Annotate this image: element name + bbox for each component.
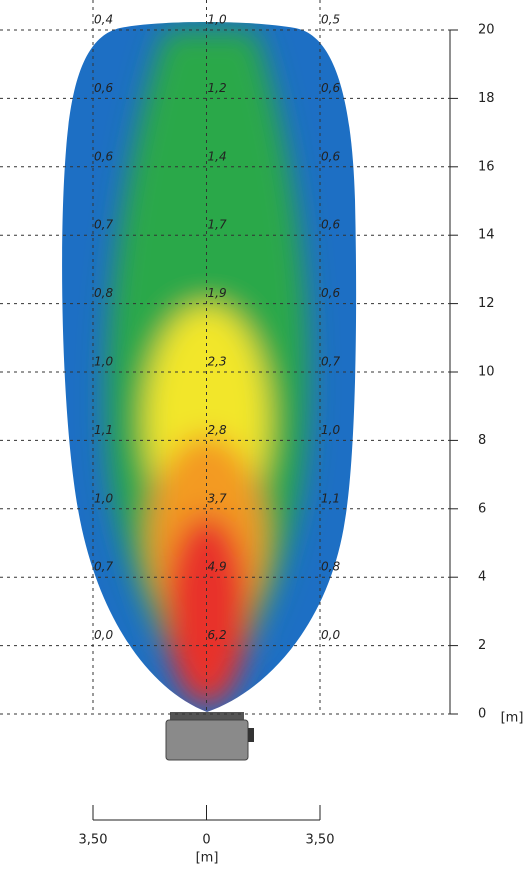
y-tick-label: 8 bbox=[478, 433, 486, 448]
sensor bbox=[165, 712, 254, 761]
value-label: 1,7 bbox=[208, 218, 227, 232]
value-label: 0,6 bbox=[94, 149, 113, 163]
x-axis-label: [m] bbox=[196, 851, 219, 866]
y-tick-label: 12 bbox=[478, 296, 495, 311]
y-axis-label: [m] bbox=[501, 711, 524, 726]
y-tick-label: 10 bbox=[478, 365, 495, 380]
value-label: 0,8 bbox=[321, 560, 340, 574]
value-label: 1,1 bbox=[321, 491, 340, 505]
value-label: 0,6 bbox=[321, 81, 340, 95]
x-tick-label: 3,50 bbox=[79, 833, 108, 848]
value-label: 0,6 bbox=[321, 149, 340, 163]
value-label: 1,9 bbox=[208, 286, 227, 300]
y-tick-label: 2 bbox=[478, 638, 486, 653]
y-tick-label: 20 bbox=[478, 23, 495, 38]
y-tick-label: 0 bbox=[478, 707, 486, 722]
value-label: 0,0 bbox=[94, 628, 113, 642]
value-label: 0,8 bbox=[94, 286, 113, 300]
value-label: 1,0 bbox=[94, 491, 113, 505]
value-label: 0,7 bbox=[94, 560, 113, 574]
value-label: 0,5 bbox=[321, 13, 340, 27]
x-tick-label: 3,50 bbox=[306, 833, 335, 848]
value-label: 1,4 bbox=[208, 149, 227, 163]
value-label: 3,7 bbox=[208, 491, 227, 505]
value-label: 1,2 bbox=[208, 81, 227, 95]
value-label: 1,0 bbox=[321, 423, 340, 437]
value-label: 4,9 bbox=[208, 560, 227, 574]
value-label: 0,6 bbox=[94, 81, 113, 95]
value-label: 0,4 bbox=[94, 13, 113, 27]
value-label: 0,7 bbox=[94, 218, 113, 232]
x-tick-label: 0 bbox=[202, 833, 210, 848]
value-label: 0,7 bbox=[321, 355, 340, 369]
y-tick-label: 6 bbox=[478, 501, 486, 516]
value-label: 1,0 bbox=[94, 355, 113, 369]
value-label: 1,1 bbox=[94, 423, 113, 437]
value-label: 6,2 bbox=[208, 628, 227, 642]
value-label: 2,8 bbox=[208, 423, 227, 437]
value-label: 2,3 bbox=[208, 355, 227, 369]
value-label: 0,0 bbox=[321, 628, 340, 642]
value-label: 0,6 bbox=[321, 286, 340, 300]
y-tick-label: 14 bbox=[478, 228, 495, 243]
y-tick-label: 18 bbox=[478, 91, 495, 106]
y-tick-label: 16 bbox=[478, 159, 495, 174]
value-label: 0,6 bbox=[321, 218, 340, 232]
value-label: 1,0 bbox=[208, 13, 227, 27]
y-tick-label: 4 bbox=[478, 570, 486, 585]
